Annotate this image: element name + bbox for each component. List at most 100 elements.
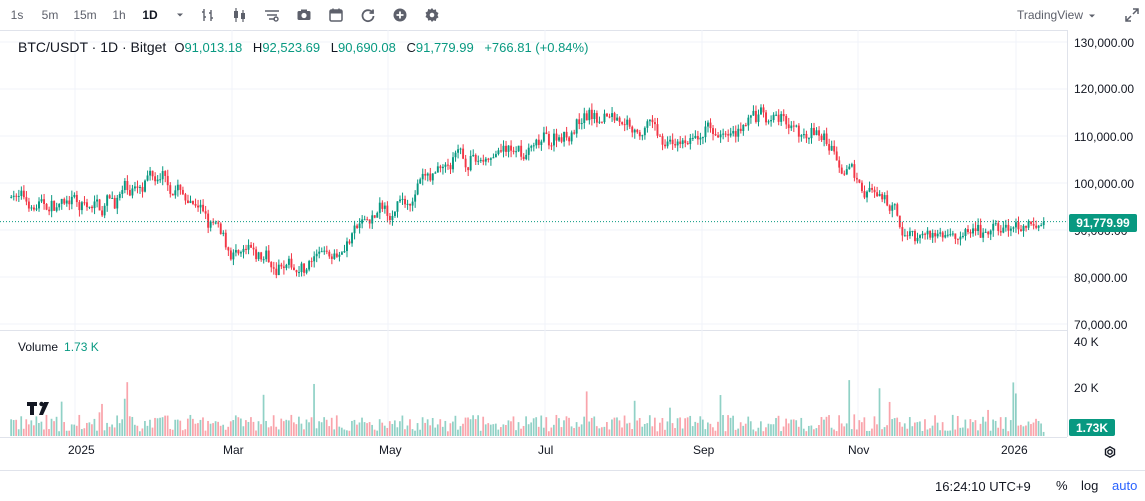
interval-1d[interactable]: 1D (142, 8, 158, 22)
volume-bar (777, 415, 780, 436)
volume-bar (739, 422, 742, 436)
candle-body (674, 144, 677, 146)
chevron-down-icon (1089, 14, 1095, 18)
volume-bar (949, 430, 952, 436)
volume-bar (156, 418, 159, 436)
candle-body (901, 227, 904, 236)
tradingview-logo-icon[interactable] (27, 400, 53, 416)
candle-body (850, 164, 853, 167)
candle-body (936, 233, 939, 237)
volume-bar (358, 422, 361, 436)
price-axis-label: 80,000.00 (1074, 271, 1128, 285)
volume-bar (68, 430, 71, 436)
candle-body (492, 157, 495, 159)
volume-bar (255, 430, 257, 436)
volume-bar (459, 426, 462, 436)
candle-body (575, 119, 578, 134)
volume-bar (522, 425, 525, 436)
clock-display[interactable]: 16:24:10 UTC+9 (935, 479, 1031, 494)
interval-1s[interactable]: 1s (10, 8, 24, 22)
candle-style-icon[interactable] (224, 0, 256, 30)
volume-bar (628, 422, 631, 436)
candle-body (681, 140, 684, 145)
candle-body (878, 194, 881, 197)
candle-body (545, 132, 548, 135)
expand-icon[interactable] (1119, 8, 1145, 22)
interval-5m[interactable]: 5m (41, 8, 59, 22)
candle-body (227, 247, 230, 251)
screenshot-icon[interactable] (288, 0, 320, 30)
volume-bar (393, 420, 396, 436)
last-price-tag: 91,779.99 (1069, 214, 1137, 232)
volume-bar (63, 422, 65, 436)
candle-body (358, 223, 361, 228)
volume-bar (1030, 424, 1032, 436)
calendar-icon[interactable] (320, 0, 352, 30)
candle-body (558, 137, 560, 141)
volume-bar (73, 424, 76, 436)
volume-bar (388, 421, 391, 436)
bar-style-icon[interactable] (194, 0, 224, 30)
candle-body (371, 215, 374, 224)
interval-dropdown-icon[interactable] (166, 0, 194, 30)
volume-bar (93, 418, 96, 436)
candle-body (563, 131, 566, 142)
volume-bar (1022, 426, 1025, 436)
add-icon[interactable] (384, 0, 416, 30)
auto-toggle[interactable]: auto (1112, 478, 1138, 493)
volume-bar (848, 380, 851, 436)
volume-bar (823, 419, 825, 436)
candlestick-chart[interactable] (0, 30, 1067, 437)
volume-bar (144, 420, 146, 436)
candle-body (815, 130, 818, 135)
candle-body (159, 179, 162, 181)
volume-bar (454, 415, 457, 436)
candle-body (295, 270, 298, 273)
candle-body (139, 186, 141, 188)
candle-body (459, 148, 462, 150)
volume-bar (371, 424, 373, 436)
volume-bar (479, 430, 482, 436)
volume-bar (214, 421, 217, 436)
candle-body (270, 262, 273, 268)
candle-body (96, 199, 99, 202)
volume-bar (853, 414, 856, 436)
candle-body (608, 116, 611, 118)
top-toolbar: 1s 5m 15m 1h 1D TradingView (0, 0, 1145, 30)
percent-toggle[interactable]: % (1056, 478, 1068, 493)
interval-1h[interactable]: 1h (112, 8, 126, 22)
volume-bar (517, 422, 520, 436)
log-toggle[interactable]: log (1081, 478, 1099, 493)
settings-icon[interactable] (416, 0, 448, 30)
volume-bar (712, 427, 714, 436)
volume-bar (128, 416, 131, 436)
candle-body (934, 232, 937, 237)
volume-bar (474, 419, 477, 436)
brand-menu[interactable]: TradingView (1017, 8, 1097, 22)
candle-body (303, 263, 306, 273)
candle-body (765, 112, 767, 123)
volume-bar (924, 419, 926, 436)
volume-bar (58, 431, 60, 436)
gear-icon[interactable] (1101, 443, 1119, 461)
volume-bar (449, 423, 452, 436)
volume-bar (558, 418, 560, 436)
volume-bar (335, 415, 338, 436)
indicators-icon[interactable] (256, 0, 288, 30)
volume-bar (333, 429, 336, 436)
candle-body (376, 212, 379, 218)
volume-bar (161, 417, 164, 436)
interval-15m[interactable]: 15m (73, 8, 97, 22)
candle-body (222, 232, 225, 234)
volume-label[interactable]: Volume (18, 340, 59, 354)
candle-body (45, 204, 48, 210)
candle-body (277, 264, 280, 276)
symbol-label[interactable]: BTC/USDT · 1D · Bitget (18, 39, 167, 55)
candle-body (767, 121, 770, 123)
volume-bar (613, 417, 616, 436)
volume-bar (699, 416, 702, 436)
candle-body (63, 198, 66, 204)
candle-body (1032, 223, 1035, 226)
replay-icon[interactable] (352, 0, 384, 30)
volume-bar (800, 417, 803, 436)
